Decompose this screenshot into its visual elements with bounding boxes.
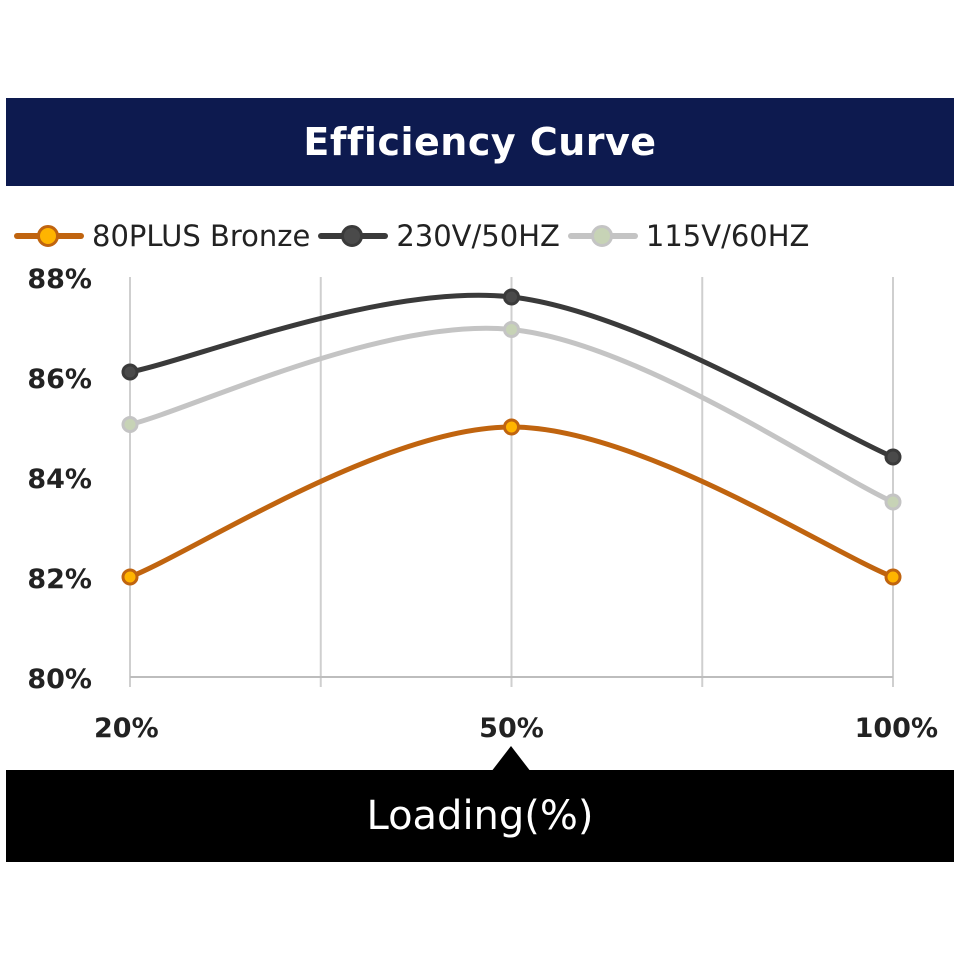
y-tick-label-4: 88% — [27, 264, 92, 295]
legend-swatch-230v — [318, 224, 389, 248]
y-tick-label-1: 82% — [27, 564, 92, 595]
legend-item-230v: 230V/50HZ — [318, 219, 560, 253]
legend-item-bronze: 80PLUS Bronze — [14, 219, 310, 253]
data-point-s2-2 — [884, 493, 902, 511]
legend-label-115v: 115V/60HZ — [645, 219, 810, 253]
x-axis-title-bar: Loading(%) — [6, 770, 954, 862]
chart-title: Efficiency Curve — [303, 120, 657, 164]
data-point-s2-1 — [503, 321, 520, 338]
x-axis-title: Loading(%) — [366, 793, 594, 839]
x-axis-pointer — [491, 746, 531, 772]
y-tick-label-3: 86% — [27, 364, 92, 395]
y-tick-label-0: 80% — [27, 664, 92, 695]
legend-swatch-115v — [567, 224, 638, 248]
data-point-s0-2 — [884, 568, 902, 586]
x-tick-label-0: 20% — [94, 713, 159, 744]
legend-marker-115v — [590, 225, 613, 247]
legend-marker-230v — [341, 225, 364, 247]
x-tick-label-2: 100% — [855, 713, 938, 744]
legend-swatch-bronze — [14, 224, 84, 248]
chart-legend: 80PLUS Bronze 230V/50HZ 115V/60HZ — [14, 210, 954, 262]
legend-label-bronze: 80PLUS Bronze — [92, 219, 311, 253]
data-point-s1-1 — [503, 288, 520, 306]
x-tick-label-1: 50% — [479, 713, 544, 744]
data-point-s1-0 — [121, 363, 139, 381]
data-point-s0-1 — [503, 418, 520, 436]
chart-title-bar: Efficiency Curve — [6, 98, 954, 186]
y-tick-label-2: 84% — [27, 464, 92, 495]
legend-marker-bronze — [37, 225, 59, 247]
legend-label-230v: 230V/50HZ — [396, 219, 560, 253]
data-point-s2-0 — [121, 416, 139, 433]
legend-item-115v: 115V/60HZ — [567, 219, 810, 253]
data-point-s1-2 — [884, 448, 902, 466]
data-point-s0-0 — [121, 568, 139, 586]
